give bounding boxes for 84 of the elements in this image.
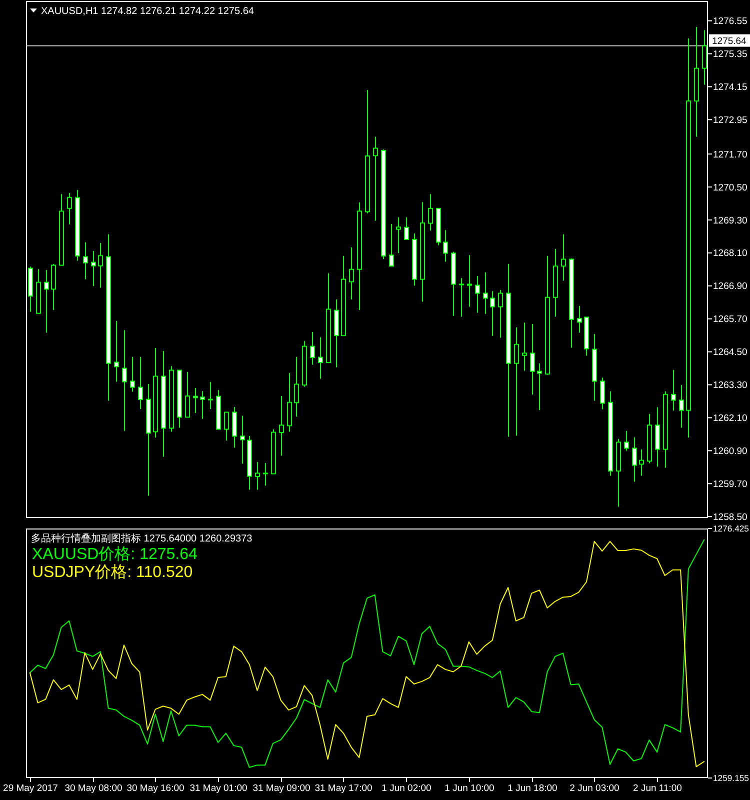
y-tick-label: 1276.55 (713, 16, 748, 28)
x-tick-label: 1 Jun 18:00 (508, 783, 558, 794)
candlestick (287, 372, 292, 432)
y-tick-label: 1258.50 (713, 512, 748, 523)
candlestick (279, 396, 284, 456)
candlestick (498, 289, 503, 338)
y-tick-label: 1272.95 (713, 114, 748, 126)
candlestick (51, 263, 56, 311)
candlestick (185, 371, 190, 418)
x-tick-label: 31 May 17:00 (314, 783, 372, 794)
y-tick-label: 1260.90 (713, 446, 748, 458)
candlestick (624, 430, 629, 452)
candlestick (459, 278, 464, 318)
x-tick-label: 2 Jun 03:00 (570, 783, 620, 794)
y-tick-label: 1259.155 (713, 773, 750, 784)
candlestick (200, 390, 205, 420)
candlestick (530, 324, 535, 396)
candlestick (310, 332, 315, 366)
candlestick (561, 234, 566, 282)
ref-line-label: 1275.64 (712, 36, 746, 47)
candlestick (475, 275, 480, 314)
candlestick (577, 305, 582, 334)
x-tick-label: 31 May 09:00 (252, 783, 310, 794)
x-tick-label: 2 Jun 11:00 (633, 783, 682, 794)
y-tick-label: 1265.70 (713, 314, 748, 326)
candlestick (490, 290, 495, 336)
text: 多品种行情叠加副图指标 1275.64000 1260.29373 (31, 532, 253, 544)
candlestick (702, 30, 707, 86)
y-tick-label: 1276.425 (713, 524, 750, 534)
text: XAUUSD,H1 1274.82 1276.21 1274.22 1275.64 (41, 6, 254, 17)
candlestick (193, 388, 198, 414)
candlestick (514, 326, 519, 436)
y-tick-label: 1271.70 (713, 149, 748, 160)
candlestick (428, 194, 433, 232)
y-tick-label: 1264.50 (713, 347, 748, 358)
candlestick (44, 269, 49, 334)
candlestick (632, 436, 637, 482)
candlestick (467, 254, 472, 308)
candlestick (98, 242, 103, 288)
x-tick-label: 1 Jun 10:00 (444, 783, 494, 794)
candlestick (396, 216, 401, 254)
x-tick-label: 1 Jun 02:00 (382, 783, 432, 794)
y-tick-label: 1262.10 (713, 413, 748, 424)
y-tick-label: 1270.50 (713, 182, 748, 194)
x-tick-label: 29 May 2017 (3, 783, 58, 794)
candlestick (522, 322, 527, 372)
text: XAUUSD价格: 1275.64 (32, 546, 198, 563)
candlestick (122, 330, 127, 432)
y-tick-label: 1268.10 (713, 248, 748, 260)
y-tick-label: 1275.35 (713, 49, 748, 60)
candlestick (679, 384, 684, 428)
candlestick (255, 461, 260, 490)
candlestick (224, 412, 229, 442)
candlestick (138, 356, 143, 410)
candlestick (639, 448, 644, 476)
candlestick (443, 230, 448, 262)
candlestick (389, 224, 394, 267)
candlestick (373, 136, 378, 222)
candlestick (114, 320, 119, 382)
candlestick (263, 462, 268, 486)
candlestick (318, 336, 323, 380)
text: USDJPY价格: 110.520 (32, 564, 193, 581)
y-tick-label: 1269.30 (713, 215, 748, 226)
candlestick (349, 246, 354, 300)
candlestick (83, 242, 88, 280)
candlestick (67, 192, 72, 225)
candlestick (240, 415, 245, 464)
candlestick (130, 356, 135, 392)
candlestick (671, 369, 676, 412)
x-tick-label: 30 May 08:00 (64, 783, 122, 794)
candlestick (600, 377, 605, 410)
y-tick-label: 1274.15 (713, 82, 748, 94)
candlestick (208, 382, 213, 410)
y-tick-label: 1259.70 (713, 478, 748, 490)
y-tick-label: 1263.30 (713, 380, 748, 392)
x-tick-label: 30 May 16:00 (126, 783, 184, 794)
candlestick (537, 362, 542, 411)
y-tick-label: 1266.90 (713, 281, 748, 292)
candlestick (294, 356, 299, 418)
candlestick (91, 250, 96, 287)
x-tick-label: 31 May 01:00 (190, 783, 248, 794)
candlestick (483, 272, 488, 314)
candlestick (404, 216, 409, 240)
candlestick (232, 406, 237, 448)
